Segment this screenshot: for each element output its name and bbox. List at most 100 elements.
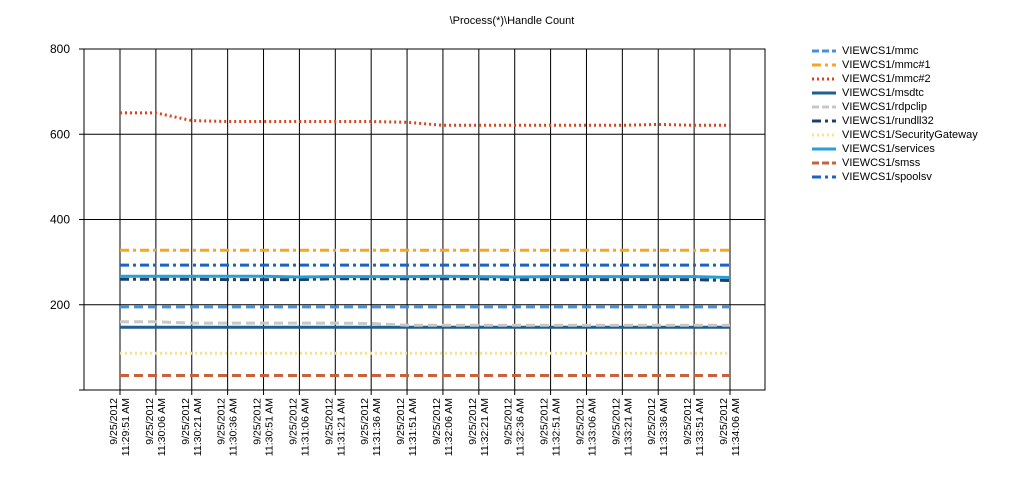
y-tick-label: 400 — [50, 213, 70, 227]
svg-text:9/25/2012: 9/25/2012 — [646, 398, 658, 445]
svg-text:9/25/2012: 9/25/2012 — [503, 398, 515, 445]
svg-text:9/25/2012: 9/25/2012 — [574, 398, 586, 445]
x-tick-label: 9/25/2012 11:32:51 AM — [539, 398, 563, 456]
legend-item: VIEWCS1/mmc#1 — [812, 58, 1017, 72]
y-tick-label: 200 — [50, 298, 70, 312]
legend-swatch — [812, 158, 836, 168]
svg-text:9/25/2012: 9/25/2012 — [359, 398, 371, 445]
svg-text:11:33:21 AM: 11:33:21 AM — [622, 398, 634, 456]
svg-text:9/25/2012: 9/25/2012 — [323, 398, 335, 445]
svg-text:11:32:36 AM: 11:32:36 AM — [515, 398, 527, 456]
svg-text:9/25/2012: 9/25/2012 — [287, 398, 299, 445]
x-tick-label: 9/25/2012 11:32:36 AM — [503, 398, 527, 456]
svg-text:9/25/2012: 9/25/2012 — [718, 398, 730, 445]
x-tick-label: 9/25/2012 11:30:51 AM — [252, 398, 276, 456]
x-tick-label: 9/25/2012 11:30:36 AM — [216, 398, 240, 456]
legend-label: VIEWCS1/SecurityGateway — [842, 129, 978, 141]
legend-label: VIEWCS1/msdtc — [842, 87, 924, 99]
chart-legend: VIEWCS1/mmc VIEWCS1/mmc#1 VIEWCS1/mmc#2 VIE… — [812, 44, 1017, 184]
chart-title: \Process(*)\Handle Count — [450, 15, 575, 27]
legend-label: VIEWCS1/mmc#2 — [842, 73, 931, 85]
x-tick-label: 9/25/2012 11:32:06 AM — [431, 398, 455, 456]
legend-label: VIEWCS1/spoolsv — [842, 171, 932, 183]
legend-label: VIEWCS1/mmc — [842, 45, 919, 57]
legend-item: VIEWCS1/rundll32 — [812, 114, 1017, 128]
series-line-viewcs1-rundll32 — [120, 277, 731, 282]
svg-text:9/25/2012: 9/25/2012 — [467, 398, 479, 445]
series-line-viewcs1-mmc-2 — [120, 111, 730, 127]
plot-frame — [83, 48, 766, 391]
y-tick-label: 600 — [50, 127, 70, 141]
legend-label: VIEWCS1/services — [842, 143, 935, 155]
series-layer — [120, 111, 731, 377]
x-tick-label: 9/25/2012 11:34:06 AM — [718, 398, 742, 456]
svg-text:9/25/2012: 9/25/2012 — [610, 398, 622, 445]
legend-label: VIEWCS1/rundll32 — [842, 115, 934, 127]
legend-swatch — [812, 144, 836, 154]
grid-layer — [84, 48, 765, 395]
x-tick-label: 9/25/2012 11:29:51 AM — [108, 398, 132, 456]
legend-label: VIEWCS1/mmc#1 — [842, 59, 931, 71]
x-tick-label: 9/25/2012 11:33:21 AM — [610, 398, 634, 456]
x-tick-label: 9/25/2012 11:31:21 AM — [323, 398, 347, 456]
legend-item: VIEWCS1/msdtc — [812, 86, 1017, 100]
svg-text:9/25/2012: 9/25/2012 — [682, 398, 694, 445]
svg-text:11:32:51 AM: 11:32:51 AM — [551, 398, 563, 456]
svg-text:11:29:51 AM: 11:29:51 AM — [120, 398, 132, 456]
svg-text:9/25/2012: 9/25/2012 — [108, 398, 120, 445]
x-tick-label: 9/25/2012 11:30:06 AM — [144, 398, 168, 456]
svg-text:11:32:21 AM: 11:32:21 AM — [479, 398, 491, 456]
legend-item: VIEWCS1/mmc#2 — [812, 72, 1017, 86]
x-tick-labels: 9/25/2012 11:29:51 AM 9/25/2012 11:30:06 AM… — [108, 398, 742, 456]
legend-item: VIEWCS1/services — [812, 142, 1017, 156]
x-tick-label: 9/25/2012 11:32:21 AM — [467, 398, 491, 456]
x-tick-label: 9/25/2012 11:33:51 AM — [682, 398, 706, 456]
svg-text:11:32:06 AM: 11:32:06 AM — [443, 398, 455, 456]
legend-label: VIEWCS1/rdpclip — [842, 101, 927, 113]
svg-text:9/25/2012: 9/25/2012 — [539, 398, 551, 445]
svg-text:9/25/2012: 9/25/2012 — [395, 398, 407, 445]
x-tick-label: 9/25/2012 11:31:36 AM — [359, 398, 383, 456]
legend-item: VIEWCS1/spoolsv — [812, 170, 1017, 184]
legend-item: VIEWCS1/rdpclip — [812, 100, 1017, 114]
axis-layer: 200 400 600 800 — [50, 42, 766, 391]
y-tick-label: 800 — [50, 42, 70, 56]
svg-text:9/25/2012: 9/25/2012 — [180, 398, 192, 445]
legend-swatch — [812, 116, 836, 126]
svg-text:9/25/2012: 9/25/2012 — [431, 398, 443, 445]
legend-swatch — [812, 172, 836, 182]
svg-text:11:33:36 AM: 11:33:36 AM — [658, 398, 670, 456]
svg-text:11:30:36 AM: 11:30:36 AM — [228, 398, 240, 456]
svg-text:11:31:21 AM: 11:31:21 AM — [335, 398, 347, 456]
legend-swatch — [812, 74, 836, 84]
svg-text:11:30:51 AM: 11:30:51 AM — [264, 398, 276, 456]
series-line-viewcs1-services — [120, 274, 731, 279]
svg-text:11:30:06 AM: 11:30:06 AM — [156, 398, 168, 456]
legend-swatch — [812, 46, 836, 56]
svg-text:9/25/2012: 9/25/2012 — [144, 398, 156, 445]
svg-text:11:31:36 AM: 11:31:36 AM — [371, 398, 383, 456]
x-tick-label: 9/25/2012 11:31:06 AM — [287, 398, 311, 456]
x-tick-label: 9/25/2012 11:30:21 AM — [180, 398, 204, 456]
legend-swatch — [812, 102, 836, 112]
svg-text:11:34:06 AM: 11:34:06 AM — [730, 398, 742, 456]
legend-item: VIEWCS1/mmc — [812, 44, 1017, 58]
svg-text:11:33:51 AM: 11:33:51 AM — [694, 398, 706, 456]
svg-text:9/25/2012: 9/25/2012 — [216, 398, 228, 445]
x-tick-label: 9/25/2012 11:33:06 AM — [574, 398, 598, 456]
x-tick-label: 9/25/2012 11:31:51 AM — [395, 398, 419, 456]
legend-swatch — [812, 60, 836, 70]
x-tick-label: 9/25/2012 11:33:36 AM — [646, 398, 670, 456]
svg-text:11:30:21 AM: 11:30:21 AM — [192, 398, 204, 456]
svg-text:11:33:06 AM: 11:33:06 AM — [586, 398, 598, 456]
legend-item: VIEWCS1/smss — [812, 156, 1017, 170]
legend-item: VIEWCS1/SecurityGateway — [812, 128, 1017, 142]
svg-text:9/25/2012: 9/25/2012 — [252, 398, 264, 445]
series-line-viewcs1-rdpclip — [120, 320, 730, 327]
legend-swatch — [812, 88, 836, 98]
legend-label: VIEWCS1/smss — [842, 157, 921, 169]
svg-text:11:31:51 AM: 11:31:51 AM — [407, 398, 419, 456]
legend-swatch — [812, 130, 836, 140]
